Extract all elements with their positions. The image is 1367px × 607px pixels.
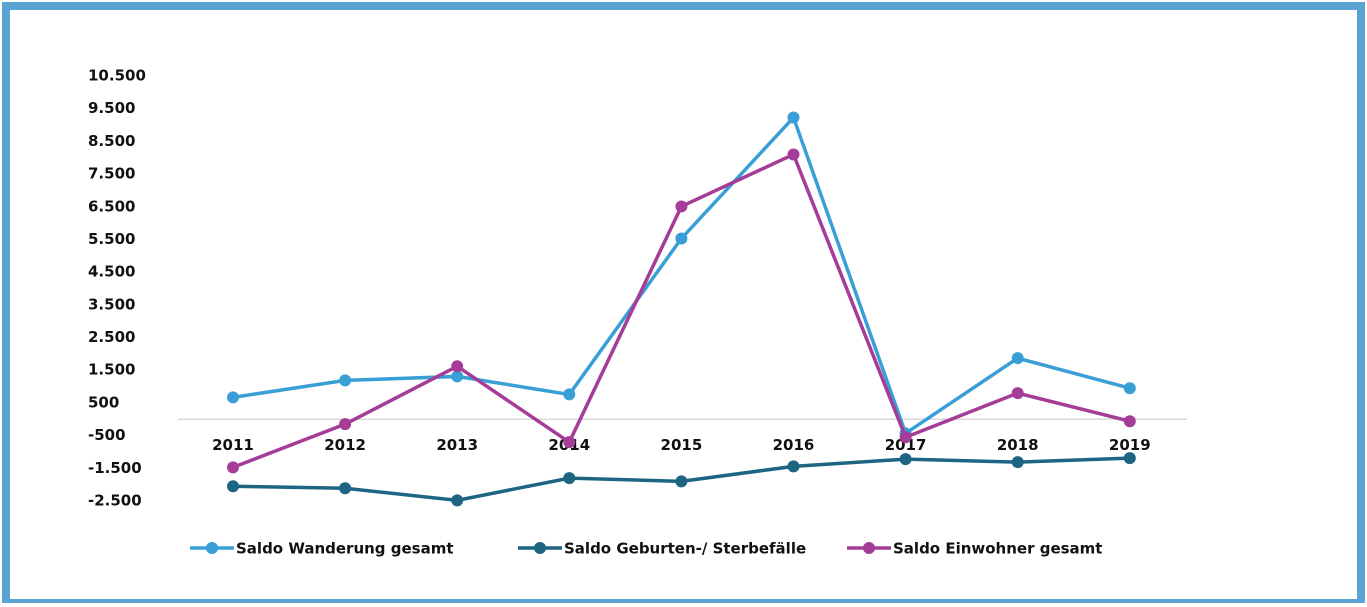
y-tick-label: 6.500 [88, 197, 135, 215]
marker [1011, 352, 1024, 365]
marker [451, 360, 464, 373]
marker [787, 111, 800, 124]
y-tick-label: 3.500 [88, 295, 135, 313]
legend-label: Saldo Einwohner gesamt [893, 540, 1102, 558]
y-tick-label: 10.500 [88, 67, 146, 85]
x-tick-label: 2018 [997, 436, 1039, 454]
y-tick-label: -500 [88, 426, 126, 444]
marker [227, 480, 239, 493]
y-tick-label: 7.500 [88, 165, 135, 183]
marker [339, 418, 352, 431]
marker [1123, 452, 1136, 465]
marker [227, 391, 239, 404]
x-tick-label: 2015 [661, 436, 703, 454]
legend-label: Saldo Wanderung gesamt [236, 540, 454, 558]
marker [563, 388, 576, 401]
y-tick-label: 4.500 [88, 263, 135, 281]
y-tick-label: 5.500 [88, 230, 135, 248]
marker [563, 472, 576, 485]
y-tick-label: 500 [88, 393, 119, 411]
y-tick-label: -2.500 [88, 492, 142, 510]
marker [1011, 456, 1024, 469]
legend-marker [534, 542, 546, 554]
y-tick-label: -1.500 [88, 459, 142, 477]
marker [563, 436, 576, 449]
marker [787, 148, 800, 161]
y-tick-label: 9.500 [88, 99, 135, 117]
legend-marker [206, 542, 218, 554]
marker [1011, 387, 1024, 400]
marker [339, 374, 352, 387]
x-tick-label: 2019 [1109, 436, 1151, 454]
y-tick-label: 2.500 [88, 328, 135, 346]
marker [1123, 382, 1136, 395]
x-tick-label: 2016 [773, 436, 815, 454]
marker [227, 461, 239, 474]
marker [787, 460, 800, 473]
x-tick-label: 2013 [436, 436, 478, 454]
legend-marker [863, 542, 875, 554]
marker [899, 453, 912, 466]
y-tick-label: 8.500 [88, 132, 135, 150]
marker [675, 475, 688, 488]
marker [451, 370, 464, 383]
marker [451, 494, 464, 507]
marker [1123, 415, 1136, 428]
marker [339, 482, 352, 495]
marker [675, 200, 688, 213]
marker [675, 232, 688, 245]
marker [899, 431, 912, 444]
x-tick-label: 2011 [212, 436, 254, 454]
x-tick-label: 2017 [885, 436, 927, 454]
y-tick-label: 1.500 [88, 361, 135, 379]
legend-label: Saldo Geburten-/ Sterbefälle [564, 540, 806, 558]
x-tick-label: 2012 [324, 436, 366, 454]
